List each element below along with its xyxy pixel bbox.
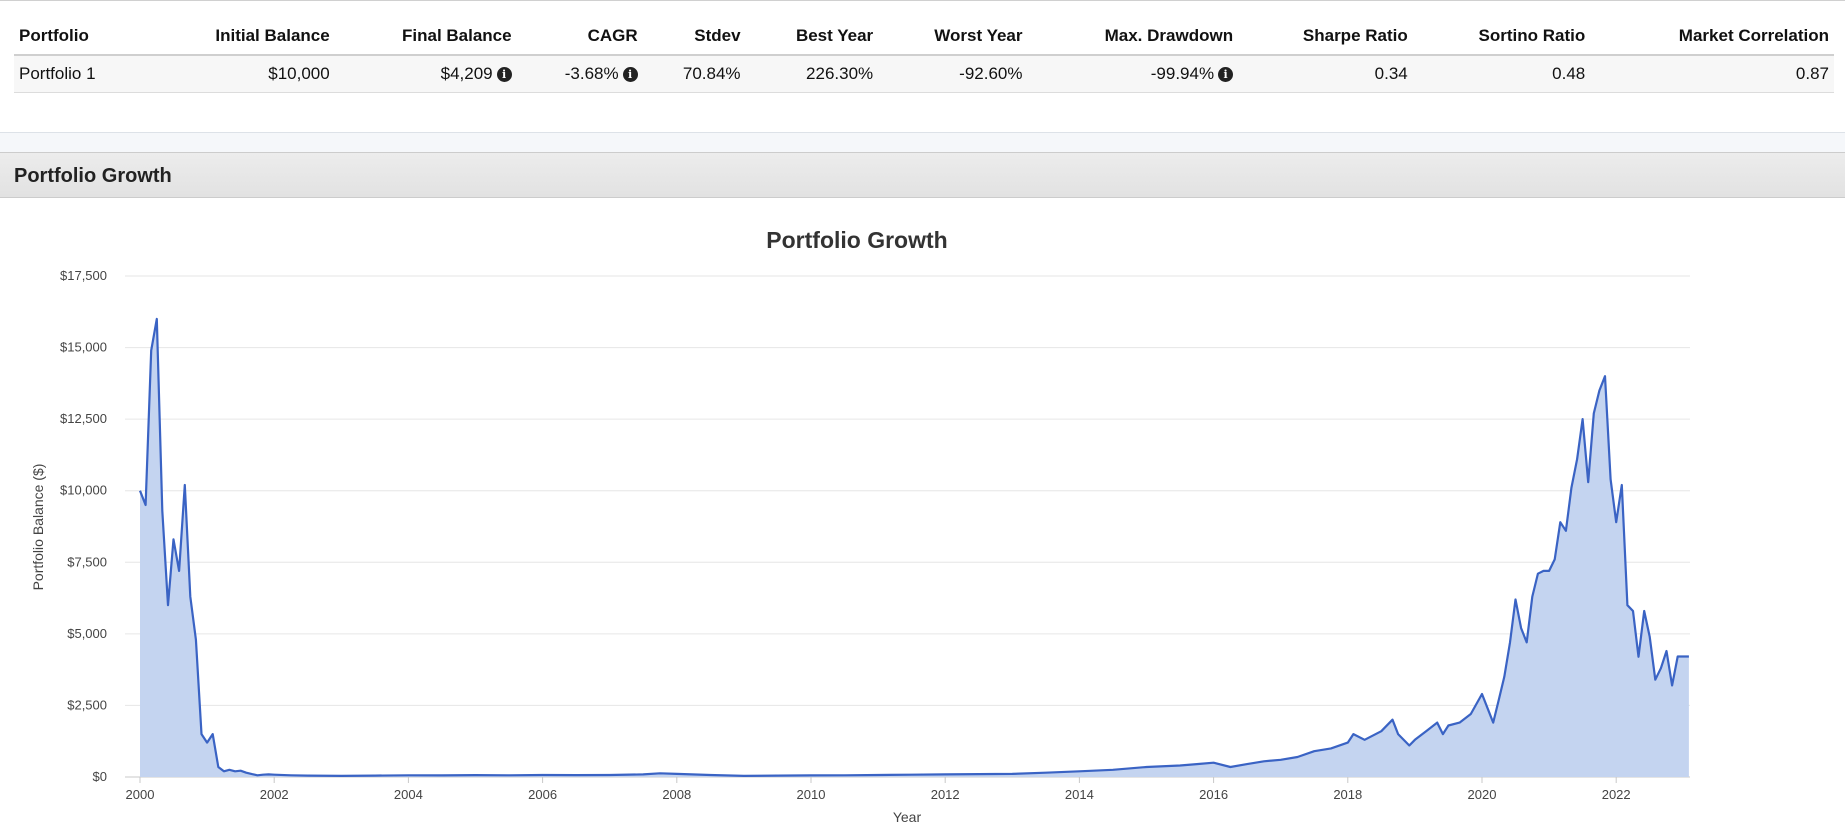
x-tick-label: 2004	[394, 787, 423, 802]
chart-title: Portfolio Growth	[766, 227, 947, 253]
table-row: Portfolio 1 $10,000 $4,209 i -3.68% i 70.8…	[14, 55, 1834, 93]
header-market-correlation: Market Correlation	[1590, 18, 1834, 56]
cell-cagr: -3.68% i	[516, 55, 643, 93]
cell-portfolio: Portfolio 1	[14, 55, 146, 93]
y-tick-label: $5,000	[67, 626, 107, 641]
cell-worst-year: -92.60%	[878, 55, 1028, 93]
series-line[interactable]	[138, 317, 1689, 777]
y-tick-label: $12,500	[60, 411, 107, 426]
final-balance-value: $4,209	[440, 64, 493, 83]
x-tick-label: 2008	[662, 787, 691, 802]
cell-initial-balance: $10,000	[145, 55, 335, 93]
series-layer	[138, 317, 1689, 777]
x-tick-label: 2002	[260, 787, 289, 802]
y-tick-label: $15,000	[60, 340, 107, 355]
series-area	[140, 318, 1689, 777]
summary-header-row: Portfolio Initial Balance Final Balance …	[14, 18, 1834, 56]
cell-stdev: 70.84%	[642, 55, 746, 93]
y-tick-label: $17,500	[60, 268, 107, 283]
cell-market-correlation: 0.87	[1590, 55, 1834, 93]
x-tick-label: 2018	[1333, 787, 1362, 802]
axes: $0 $2,500 $5,000 $7,500 $10,000 $12,500 $15,00…	[60, 268, 1631, 802]
cagr-value: -3.68%	[564, 64, 619, 83]
y-axis-label: Portfolio Balance ($)	[30, 464, 46, 591]
portfolio-growth-chart: Portfolio Growth $0 $2,500 $5,000 $7,500 $10…	[30, 227, 1690, 825]
x-tick-label: 2010	[797, 787, 826, 802]
section-header: Portfolio Growth	[0, 152, 1845, 198]
cell-max-drawdown: -99.94% i	[1027, 55, 1239, 93]
x-tick-label: 2006	[528, 787, 557, 802]
x-tick-label: 2012	[931, 787, 960, 802]
x-tick-label: 2000	[126, 787, 155, 802]
y-tick-label: $10,000	[60, 483, 107, 498]
cell-sortino-ratio: 0.48	[1412, 55, 1591, 93]
header-stdev: Stdev	[642, 18, 746, 56]
cell-final-balance: $4,209 i	[334, 55, 517, 93]
header-sharpe-ratio: Sharpe Ratio	[1238, 18, 1413, 56]
x-tick-label: 2016	[1199, 787, 1228, 802]
info-icon[interactable]: i	[622, 67, 638, 82]
grid-lines	[125, 275, 1690, 778]
y-tick-label: $2,500	[67, 697, 107, 712]
header-cagr: CAGR	[516, 18, 643, 56]
y-tick-label: $7,500	[67, 554, 107, 569]
info-icon[interactable]: i	[1218, 67, 1234, 82]
top-rule	[0, 0, 1845, 1]
section-title: Portfolio Growth	[14, 165, 172, 187]
info-icon[interactable]: i	[496, 67, 512, 82]
header-best-year: Best Year	[745, 18, 879, 56]
header-sortino-ratio: Sortino Ratio	[1412, 18, 1591, 56]
y-tick-label: $0	[93, 769, 107, 784]
x-tick-label: 2022	[1602, 787, 1631, 802]
header-initial-balance: Initial Balance	[145, 18, 335, 56]
x-tick-label: 2014	[1065, 787, 1094, 802]
cell-best-year: 226.30%	[745, 55, 879, 93]
x-tick-label: 2020	[1468, 787, 1497, 802]
x-axis-label: Year	[893, 809, 922, 825]
header-worst-year: Worst Year	[878, 18, 1028, 56]
cell-sharpe-ratio: 0.34	[1238, 55, 1413, 93]
header-portfolio: Portfolio	[14, 18, 146, 56]
separator-band	[0, 132, 1845, 153]
summary-table: Portfolio Initial Balance Final Balance …	[14, 18, 1834, 93]
header-final-balance: Final Balance	[334, 18, 517, 56]
header-max-drawdown: Max. Drawdown	[1027, 18, 1239, 56]
max-drawdown-value: -99.94%	[1150, 64, 1215, 83]
